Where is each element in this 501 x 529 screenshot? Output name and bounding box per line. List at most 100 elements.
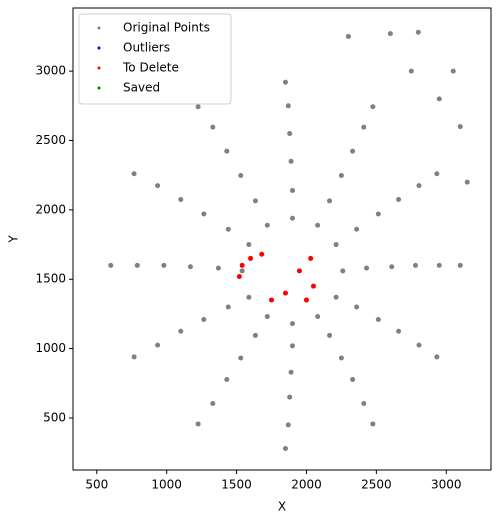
point xyxy=(225,226,231,232)
point xyxy=(464,179,470,185)
point xyxy=(210,124,216,130)
point xyxy=(252,198,258,204)
legend-label: Outliers xyxy=(123,41,170,55)
point xyxy=(201,316,207,322)
point xyxy=(333,242,339,248)
point xyxy=(415,29,421,35)
point xyxy=(225,304,231,310)
plot-frame xyxy=(72,7,492,471)
point xyxy=(327,198,333,204)
y-tick-label: 500 xyxy=(43,410,66,424)
point xyxy=(161,262,167,268)
point xyxy=(187,264,193,270)
point xyxy=(178,328,184,334)
point xyxy=(296,268,302,274)
legend-marker xyxy=(97,86,101,90)
point xyxy=(457,262,463,268)
point xyxy=(434,354,440,360)
point xyxy=(315,314,321,320)
point xyxy=(370,421,376,427)
y-tick-label: 2000 xyxy=(35,202,66,216)
point xyxy=(131,354,137,360)
y-tick-label: 2500 xyxy=(35,133,66,147)
point xyxy=(310,283,316,289)
point xyxy=(436,96,442,102)
point xyxy=(288,369,294,375)
point xyxy=(364,265,370,271)
point xyxy=(375,316,381,322)
point xyxy=(287,131,293,137)
point xyxy=(248,255,254,261)
x-axis-label: X xyxy=(278,500,286,514)
y-tick-label: 1000 xyxy=(35,341,66,355)
point xyxy=(246,294,252,300)
point xyxy=(252,332,258,338)
point xyxy=(413,262,419,268)
y-axis-label: Y xyxy=(7,235,21,244)
point xyxy=(327,332,333,338)
point xyxy=(259,251,265,257)
point xyxy=(238,355,244,361)
point xyxy=(195,421,201,427)
point xyxy=(282,79,288,85)
point xyxy=(287,394,293,400)
point xyxy=(289,321,295,327)
point xyxy=(387,31,393,37)
point xyxy=(434,171,440,177)
x-tick-label: 2500 xyxy=(361,478,392,492)
point xyxy=(155,183,161,189)
point xyxy=(224,377,230,383)
point xyxy=(350,377,356,383)
point xyxy=(361,124,367,130)
x-tick-label: 3000 xyxy=(431,478,462,492)
point xyxy=(308,255,314,261)
point xyxy=(457,124,463,130)
point xyxy=(224,148,230,154)
point xyxy=(340,268,346,274)
point xyxy=(288,158,294,164)
point xyxy=(215,265,221,271)
legend-label: To Delete xyxy=(122,61,179,75)
point xyxy=(416,183,422,189)
point xyxy=(239,268,245,274)
point xyxy=(108,262,114,268)
point xyxy=(285,103,291,109)
point xyxy=(289,215,295,221)
point xyxy=(195,104,201,110)
point xyxy=(178,196,184,202)
point xyxy=(354,226,360,232)
x-tick-label: 2000 xyxy=(291,478,322,492)
point xyxy=(210,401,216,407)
x-tick-label: 1000 xyxy=(151,478,182,492)
point xyxy=(246,242,252,248)
point xyxy=(236,273,242,279)
legend-marker xyxy=(97,46,101,50)
point xyxy=(350,148,356,154)
point xyxy=(264,222,270,228)
point xyxy=(408,68,414,74)
point xyxy=(239,262,245,268)
legend-marker xyxy=(97,26,101,30)
x-tick-label: 1500 xyxy=(221,478,252,492)
point xyxy=(436,262,442,268)
point xyxy=(264,314,270,320)
point xyxy=(345,33,351,39)
point xyxy=(354,304,360,310)
point xyxy=(338,355,344,361)
point xyxy=(338,172,344,178)
point xyxy=(282,290,288,296)
y-tick-label: 3000 xyxy=(35,64,66,78)
point xyxy=(238,172,244,178)
point xyxy=(370,104,376,110)
point xyxy=(315,222,321,228)
y-tick-label: 1500 xyxy=(35,272,66,286)
point xyxy=(134,262,140,268)
point xyxy=(285,422,291,428)
point xyxy=(289,343,295,349)
point xyxy=(416,342,422,348)
point xyxy=(361,401,367,407)
x-tick-label: 500 xyxy=(85,478,108,492)
point xyxy=(201,211,207,217)
point xyxy=(375,211,381,217)
